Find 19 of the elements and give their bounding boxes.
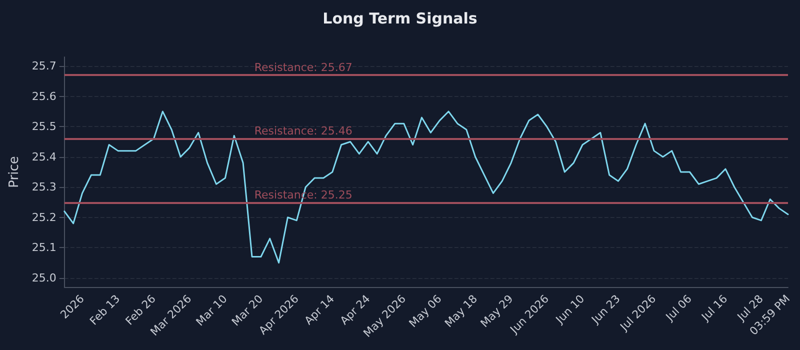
x-tick-label: Feb 13 [87,292,123,328]
y-tick-label: 25.6 [32,90,56,103]
line-series [64,110,789,264]
x-tick-label: Apr 14 [302,292,337,328]
y-tick-label: 25.3 [32,180,56,194]
y-tick-label: 25.7 [32,60,56,73]
ref-line-label: Resistance: 25.67 [254,61,352,74]
y-axis-title: Price [7,156,22,188]
y-tick-label: 25.1 [32,241,56,254]
chart-title: Long Term Signals [322,10,478,28]
x-tick-label: Jul 16 [698,292,730,324]
x-tick-label: Mar 10 [194,292,230,329]
y-tick-label: 25.0 [32,271,56,284]
y-tick-label: 25.5 [32,120,56,134]
ref-line-label: Resistance: 25.46 [254,124,352,138]
x-tick-label: Jun 10 [552,292,588,327]
y-tick-label: 25.4 [32,150,56,164]
y-tick-label: 25.2 [32,210,56,224]
x-tick-label: Jul 06 [662,292,694,324]
